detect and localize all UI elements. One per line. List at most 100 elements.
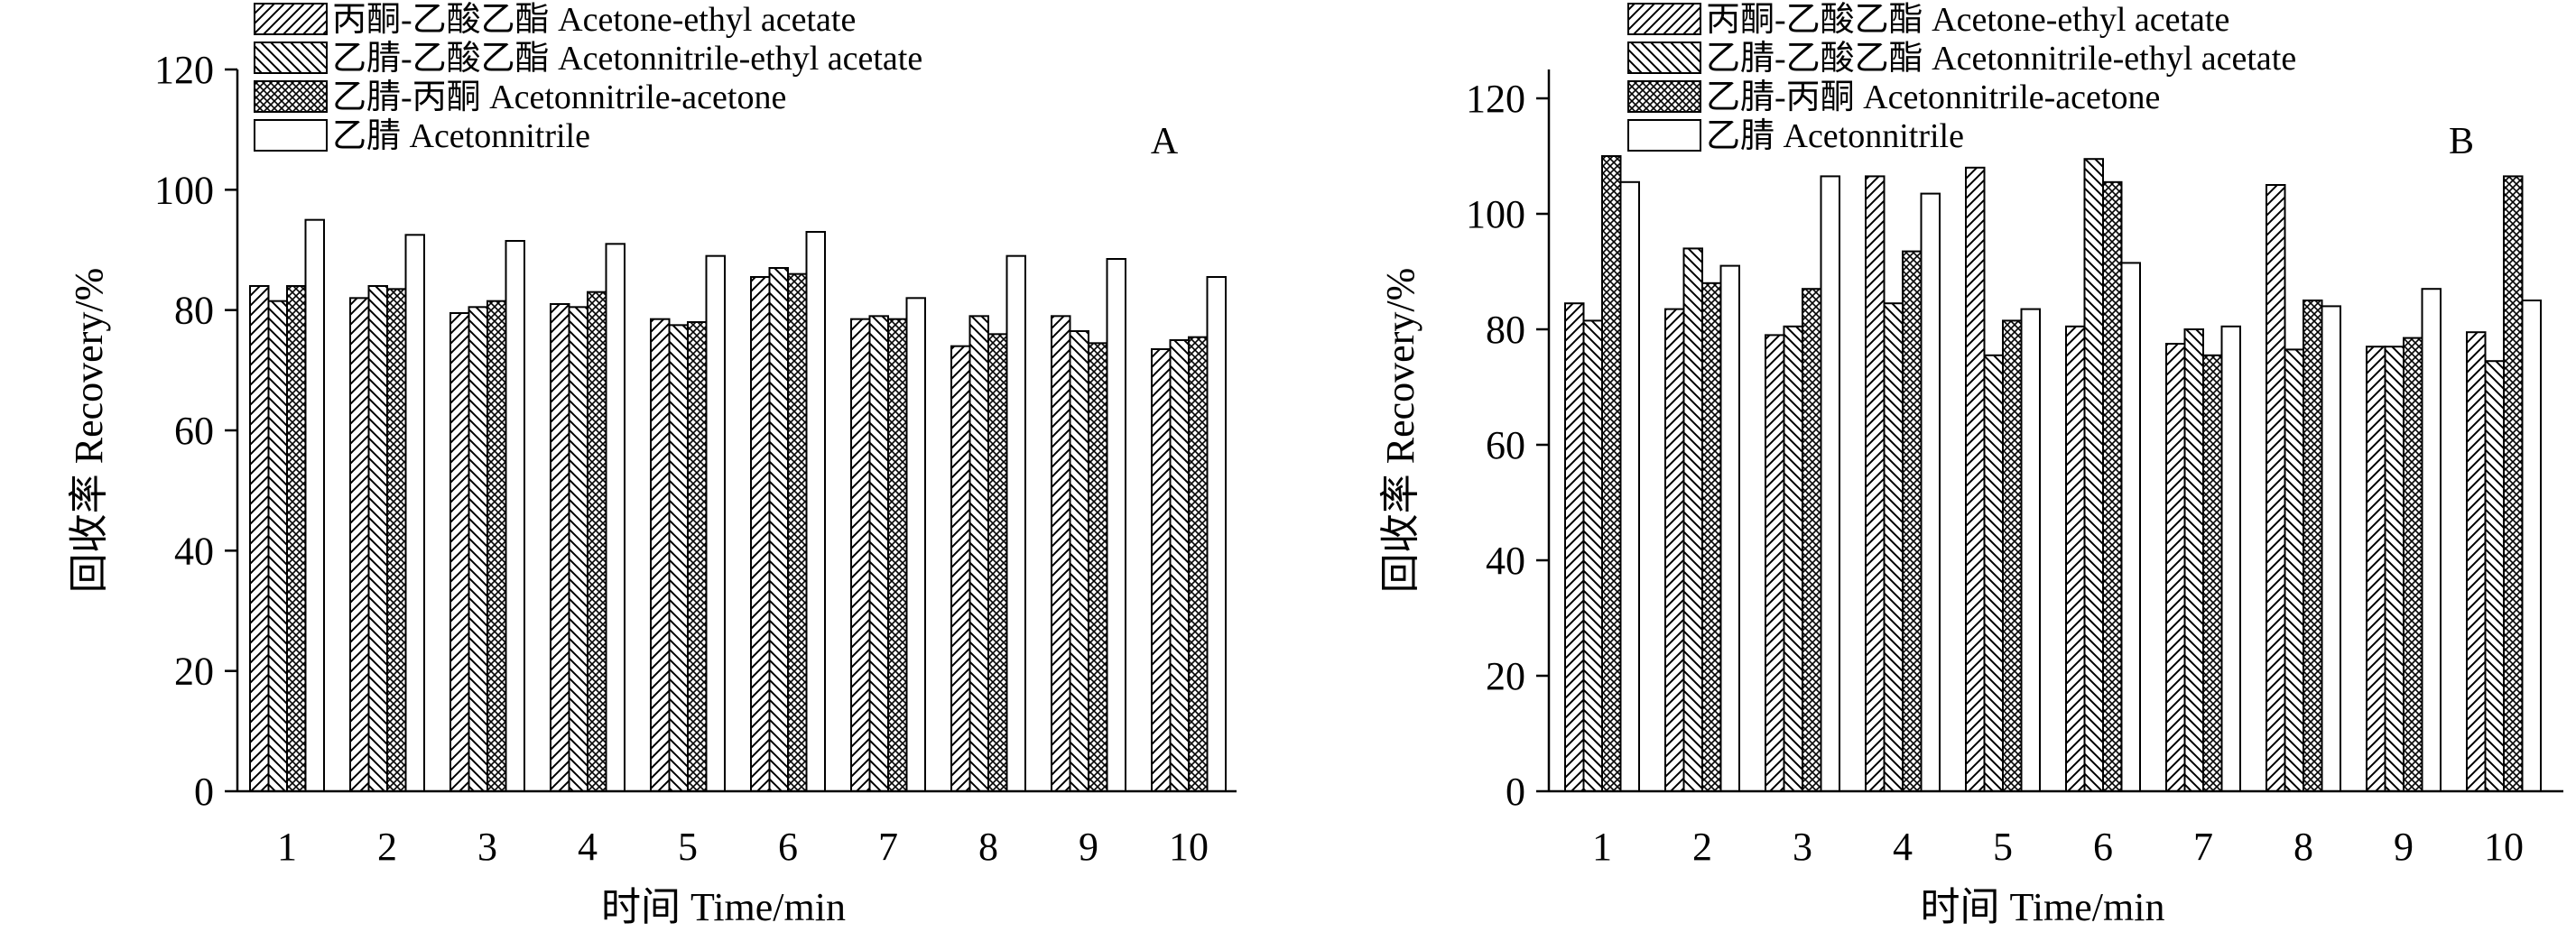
bar-A-s1-t4 bbox=[550, 303, 570, 792]
y-tick-label-A-40: 40 bbox=[174, 529, 214, 573]
bar-B-s2-t6 bbox=[2083, 158, 2104, 792]
legend-swatch-B-2 bbox=[1627, 42, 1701, 74]
bar-A-s2-t4 bbox=[568, 306, 588, 792]
bar-A-s3-t2 bbox=[386, 288, 407, 792]
bar-A-s4-t4 bbox=[605, 243, 625, 792]
x-tick-label-A-2: 2 bbox=[377, 825, 397, 869]
bar-A-s4-t8 bbox=[1005, 254, 1026, 793]
x-tick-label-A-10: 10 bbox=[1169, 825, 1209, 869]
x-axis-title-A: 时间 Time/min bbox=[601, 885, 846, 929]
bar-B-s3-t9 bbox=[2403, 337, 2423, 792]
bar-A-s3-t7 bbox=[887, 318, 908, 793]
bar-B-s1-t1 bbox=[1564, 302, 1585, 792]
x-tick-label-A-1: 1 bbox=[277, 825, 297, 869]
bar-B-s1-t9 bbox=[2366, 346, 2386, 792]
x-tick-label-B-3: 3 bbox=[1793, 825, 1812, 869]
bar-A-s2-t8 bbox=[968, 315, 989, 792]
x-tick-label-B-8: 8 bbox=[2293, 825, 2313, 869]
bar-A-s1-t10 bbox=[1151, 348, 1172, 792]
bar-B-s1-t3 bbox=[1765, 334, 1785, 792]
bar-B-s3-t5 bbox=[2002, 319, 2023, 792]
bar-A-s1-t1 bbox=[249, 285, 270, 792]
legend-label-A-2: 乙腈-乙酸乙酯 Acetonnitrile-ethyl acetate bbox=[332, 40, 922, 78]
y-tick-label-B-80: 80 bbox=[1486, 308, 1525, 352]
legend-label-B-3: 乙腈-丙酮 Acetonnitrile-acetone bbox=[1706, 78, 2160, 116]
legend-label-B-4: 乙腈 Acetonnitrile bbox=[1706, 117, 1964, 155]
bar-B-s2-t2 bbox=[1682, 247, 1703, 792]
y-axis-title-A: 回收率 Recovery/% bbox=[67, 268, 111, 593]
bar-A-s1-t9 bbox=[1051, 315, 1071, 792]
bar-A-s3-t4 bbox=[587, 291, 607, 793]
panel-letter-B: B bbox=[2449, 121, 2474, 162]
bar-B-s3-t4 bbox=[1902, 250, 1923, 793]
x-tick-label-B-9: 9 bbox=[2394, 825, 2414, 869]
bar-B-s4-t2 bbox=[1719, 264, 1740, 793]
bar-A-s2-t9 bbox=[1069, 330, 1089, 792]
legend-label-A-3: 乙腈-丙酮 Acetonnitrile-acetone bbox=[332, 78, 786, 116]
bar-A-s2-t6 bbox=[768, 267, 789, 792]
bar-B-s3-t7 bbox=[2202, 354, 2223, 792]
x-tick-label-A-9: 9 bbox=[1079, 825, 1098, 869]
x-tick-label-B-6: 6 bbox=[2093, 825, 2113, 869]
y-tick-label-B-40: 40 bbox=[1486, 539, 1525, 583]
bar-A-s4-t9 bbox=[1106, 258, 1126, 792]
bar-B-s4-t9 bbox=[2421, 288, 2442, 792]
bar-B-s2-t9 bbox=[2384, 346, 2405, 792]
bar-A-s1-t6 bbox=[750, 276, 771, 792]
bar-A-s1-t8 bbox=[950, 345, 971, 792]
x-tick-label-A-5: 5 bbox=[678, 825, 698, 869]
bar-B-s1-t7 bbox=[2165, 343, 2186, 792]
x-tick-label-A-8: 8 bbox=[978, 825, 998, 869]
x-tick-label-A-4: 4 bbox=[578, 825, 598, 869]
axes-layer bbox=[225, 68, 2563, 793]
x-tick-label-A-7: 7 bbox=[878, 825, 898, 869]
y-tick-label-B-60: 60 bbox=[1486, 423, 1525, 467]
y-tick-label-A-60: 60 bbox=[174, 409, 214, 453]
panel-letter-A: A bbox=[1151, 121, 1179, 162]
bar-A-s3-t5 bbox=[687, 321, 708, 792]
x-axis-title-B: 时间 Time/min bbox=[1921, 885, 2165, 929]
bar-B-s3-t10 bbox=[2503, 175, 2524, 792]
bar-A-s3-t1 bbox=[286, 285, 307, 792]
x-tick-label-B-1: 1 bbox=[1592, 825, 1612, 869]
x-tick-label-B-7: 7 bbox=[2193, 825, 2213, 869]
legend-label-A-4: 乙腈 Acetonnitrile bbox=[332, 117, 590, 155]
y-tick-label-A-120: 120 bbox=[154, 48, 214, 92]
bar-B-s2-t7 bbox=[2183, 328, 2204, 792]
bar-A-s4-t3 bbox=[505, 240, 525, 792]
bar-B-s4-t7 bbox=[2220, 325, 2241, 792]
bar-A-s4-t5 bbox=[705, 254, 726, 793]
bar-A-s2-t1 bbox=[267, 300, 288, 793]
bar-A-s4-t7 bbox=[905, 297, 926, 792]
bar-B-s2-t10 bbox=[2484, 360, 2505, 792]
x-tick-label-B-10: 10 bbox=[2484, 825, 2524, 869]
bar-A-s2-t5 bbox=[668, 324, 689, 792]
y-tick-label-B-100: 100 bbox=[1466, 192, 1525, 236]
y-tick-label-B-20: 20 bbox=[1486, 654, 1525, 698]
bar-B-s4-t5 bbox=[2020, 308, 2041, 793]
bar-A-s1-t3 bbox=[449, 312, 470, 792]
bar-B-s1-t8 bbox=[2266, 184, 2286, 792]
bar-B-s4-t4 bbox=[1920, 192, 1941, 793]
bar-A-s2-t10 bbox=[1169, 339, 1190, 792]
bar-A-s4-t10 bbox=[1206, 276, 1227, 792]
bar-B-s2-t3 bbox=[1783, 325, 1803, 792]
bar-A-s4-t6 bbox=[805, 231, 826, 792]
bar-A-s2-t2 bbox=[367, 285, 388, 792]
bar-A-s2-t3 bbox=[468, 306, 488, 792]
y-tick-label-B-0: 0 bbox=[1506, 770, 1525, 814]
bar-A-s3-t8 bbox=[987, 333, 1008, 792]
legend-swatch-A-4 bbox=[254, 119, 328, 152]
bar-B-s3-t2 bbox=[1701, 281, 1722, 792]
legend-label-B-2: 乙腈-乙酸乙酯 Acetonnitrile-ethyl acetate bbox=[1706, 40, 2296, 78]
bar-B-s1-t2 bbox=[1664, 308, 1685, 793]
bar-A-s2-t7 bbox=[868, 315, 889, 792]
bar-A-s4-t2 bbox=[404, 234, 425, 792]
bar-A-s3-t3 bbox=[486, 300, 507, 793]
x-tick-label-A-6: 6 bbox=[778, 825, 798, 869]
y-tick-label-A-80: 80 bbox=[174, 289, 214, 333]
bar-B-s4-t6 bbox=[2120, 262, 2141, 792]
bar-B-s3-t8 bbox=[2303, 300, 2323, 792]
bar-B-s2-t8 bbox=[2284, 348, 2304, 792]
